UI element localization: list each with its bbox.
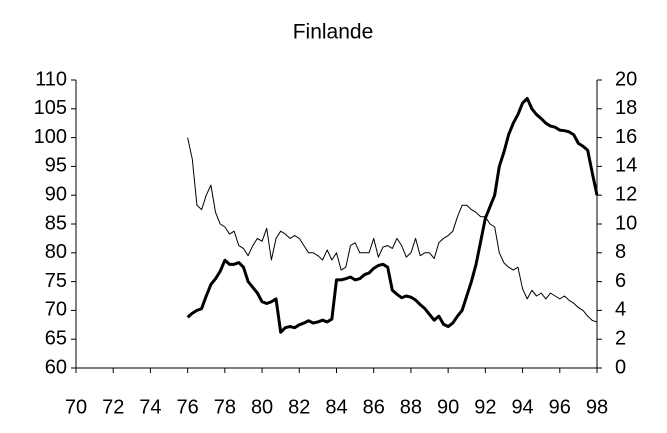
y-tick-label: 110	[35, 68, 67, 90]
y2-tick-label: 20	[615, 68, 637, 90]
series-line	[186, 96, 599, 334]
y2-tick-label: 12	[615, 183, 637, 205]
y2-tick-label: 0	[615, 356, 626, 378]
y-tick-label: 65	[45, 327, 67, 349]
y-tick-label: 75	[45, 270, 67, 292]
x-tick-label: 76	[177, 396, 199, 418]
y2-tick-label: 8	[615, 241, 626, 263]
x-tick-label: 88	[400, 396, 422, 418]
y-tick-label: 60	[45, 356, 67, 378]
x-tick-label: 70	[65, 396, 87, 418]
x-tick-label: 82	[288, 396, 310, 418]
x-tick-label: 92	[474, 396, 496, 418]
x-tick-label: 80	[251, 396, 273, 418]
y2-tick-label: 14	[615, 155, 637, 177]
x-tick-label: 74	[139, 396, 161, 418]
x-tick-label: 98	[586, 396, 608, 418]
series-line	[187, 137, 598, 323]
y2-tick-label: 18	[615, 97, 637, 119]
y-tick-label: 80	[45, 241, 67, 263]
y2-tick-label: 2	[615, 327, 626, 349]
y-tick-label: 85	[45, 212, 67, 234]
y-tick-label: 95	[45, 155, 67, 177]
x-tick-label: 78	[214, 396, 236, 418]
x-tick-label: 72	[102, 396, 124, 418]
y-tick-label: 100	[34, 126, 67, 148]
x-tick-label: 86	[363, 396, 385, 418]
x-tick-label: 94	[511, 396, 533, 418]
y2-tick-label: 6	[615, 270, 626, 292]
x-tick-label: 90	[437, 396, 459, 418]
y2-tick-label: 16	[615, 126, 637, 148]
y-tick-label: 105	[34, 97, 67, 119]
x-tick-label: 84	[325, 396, 347, 418]
chart-title: Finlande	[293, 21, 374, 44]
y-tick-label: 90	[45, 183, 67, 205]
y2-tick-label: 10	[615, 212, 637, 234]
x-tick-label: 96	[549, 396, 571, 418]
y-tick-label: 70	[45, 299, 67, 321]
y2-tick-label: 4	[615, 299, 626, 321]
